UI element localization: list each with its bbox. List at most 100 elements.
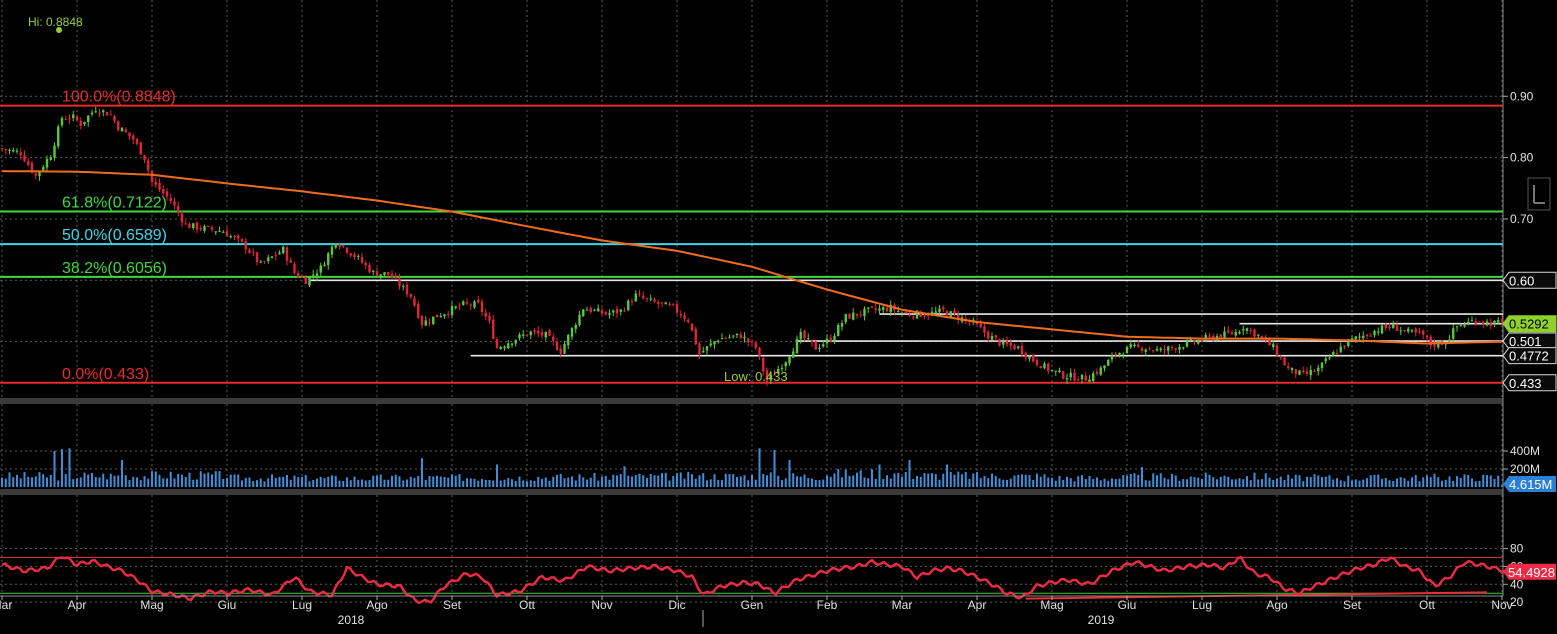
month-label: Ago bbox=[1266, 598, 1288, 612]
candle-body bbox=[4, 149, 7, 151]
candle-body bbox=[957, 314, 960, 320]
volume-bar bbox=[522, 480, 525, 487]
volume-bar bbox=[492, 480, 495, 487]
candle-body bbox=[574, 325, 577, 329]
candle-body bbox=[495, 339, 499, 349]
volume-bar bbox=[484, 479, 487, 487]
volume-bar bbox=[713, 474, 716, 487]
candle-body bbox=[600, 309, 604, 314]
volume-bar bbox=[953, 474, 956, 487]
volume-bar bbox=[1422, 477, 1425, 487]
candle-body bbox=[128, 132, 131, 137]
candle-body bbox=[979, 323, 982, 328]
volume-bar bbox=[499, 480, 502, 487]
volume-bar bbox=[417, 475, 420, 487]
volume-bar bbox=[1144, 480, 1147, 487]
volume-bar bbox=[1223, 475, 1226, 487]
candle-body bbox=[1129, 344, 1132, 348]
volume-bar bbox=[1219, 476, 1222, 487]
volume-bar bbox=[874, 478, 877, 487]
volume-bar bbox=[574, 480, 577, 487]
volume-bar bbox=[728, 474, 731, 487]
volume-bar bbox=[852, 475, 855, 487]
volume-bar bbox=[559, 473, 562, 487]
volume-bar bbox=[203, 473, 206, 487]
candle-body bbox=[882, 307, 885, 310]
candle-body bbox=[143, 155, 146, 160]
candle-body bbox=[773, 374, 776, 376]
volume-bar bbox=[901, 476, 903, 487]
volume-bar bbox=[1478, 481, 1481, 487]
candle-body bbox=[98, 112, 101, 114]
volume-bar bbox=[811, 478, 813, 487]
volume-bar bbox=[79, 477, 82, 487]
panel-divider-price-volume[interactable] bbox=[0, 398, 1503, 404]
candle-body bbox=[432, 316, 435, 325]
volume-bar bbox=[1208, 474, 1211, 487]
volume-bar bbox=[406, 479, 408, 487]
candle-body bbox=[919, 311, 922, 317]
candle-body bbox=[604, 312, 607, 315]
volume-bar bbox=[661, 473, 663, 487]
price-tick-label: 0.70 bbox=[1510, 212, 1534, 226]
volume-bar bbox=[286, 475, 288, 487]
candle-body bbox=[983, 326, 986, 333]
volume-bar bbox=[1463, 474, 1466, 487]
candle-body bbox=[597, 308, 600, 312]
volume-bar bbox=[1268, 477, 1271, 487]
candle-body bbox=[837, 324, 840, 336]
candle-body bbox=[709, 343, 712, 346]
volume-bar bbox=[796, 476, 798, 487]
volume-bar bbox=[1017, 474, 1020, 487]
axis-labels: 0.900.800.700.600.600.52920.5010.47720.4… bbox=[0, 89, 1557, 627]
candle-body bbox=[1452, 328, 1455, 339]
volume-bar bbox=[1324, 476, 1327, 487]
candle-body bbox=[743, 336, 746, 339]
candle-body bbox=[1107, 360, 1110, 366]
volume-bar bbox=[462, 480, 465, 487]
volume-bar bbox=[863, 477, 866, 487]
volume-bar bbox=[94, 477, 97, 487]
price-tag bbox=[1502, 315, 1557, 333]
volume-bar bbox=[964, 471, 967, 487]
volume-bar bbox=[42, 474, 45, 487]
candle-body bbox=[158, 182, 161, 190]
volume-bar bbox=[1448, 476, 1451, 487]
volume-bar bbox=[184, 476, 187, 487]
volume-bar bbox=[739, 476, 742, 487]
volume-bar bbox=[1482, 474, 1485, 487]
candle-body bbox=[863, 308, 866, 317]
candle-body bbox=[375, 271, 379, 277]
candle-body bbox=[255, 252, 259, 263]
volume-bar bbox=[147, 478, 150, 487]
volume-bar bbox=[1377, 474, 1380, 487]
candle-body bbox=[1099, 367, 1102, 375]
volume-bar bbox=[507, 478, 510, 487]
volume-bar bbox=[567, 477, 570, 487]
candle-body bbox=[788, 357, 791, 364]
candle-body bbox=[458, 305, 461, 307]
volume-bar bbox=[1073, 481, 1076, 487]
volume-bar bbox=[57, 480, 60, 487]
candle-body bbox=[582, 309, 585, 317]
volume-bar bbox=[1407, 480, 1410, 487]
rsi-tick-label: 40 bbox=[1510, 577, 1524, 591]
panel-divider-volume-rsi[interactable] bbox=[0, 489, 1503, 495]
candle-body bbox=[327, 253, 330, 266]
volume-bar bbox=[282, 476, 285, 487]
side-panel-toggle-icon[interactable] bbox=[1527, 177, 1551, 211]
volume-bar bbox=[432, 476, 435, 487]
candle-body bbox=[1144, 349, 1147, 352]
candle-body bbox=[1204, 334, 1207, 340]
candle-body bbox=[660, 302, 664, 304]
volume-bar bbox=[758, 448, 761, 487]
volume-bar bbox=[1118, 478, 1121, 487]
candle-body bbox=[23, 155, 26, 162]
candle-body bbox=[169, 198, 172, 201]
price-tag bbox=[1502, 271, 1557, 289]
candle-body bbox=[1332, 351, 1335, 357]
candle-body bbox=[904, 311, 907, 314]
volume-bar bbox=[1489, 475, 1492, 487]
candle-body bbox=[248, 249, 251, 253]
volume-bar bbox=[1456, 476, 1458, 487]
